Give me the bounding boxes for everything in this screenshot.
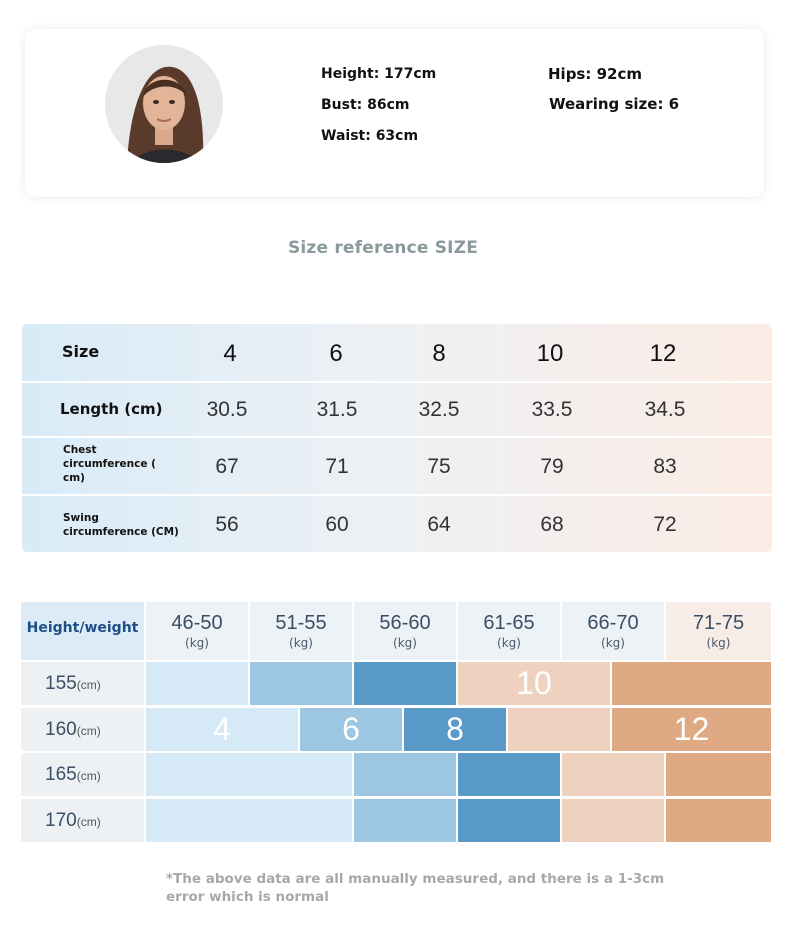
size-block [458,753,562,796]
size-block [562,753,666,796]
section-title: Size reference SIZE [287,238,479,258]
weight-range: 66-70 [587,612,639,634]
size-header-cell: 10 [536,340,564,367]
table-cell: 68 [540,513,564,536]
size-block [354,662,458,705]
model-hips: Hips: 92cm [548,65,642,83]
size-block-8: 8 [404,708,508,751]
table-cell: 32.5 [418,398,460,421]
weight-header-cell: 46-50 (kg) [146,602,250,660]
size-header-cell: 6 [329,340,343,367]
row-label: Chest circumference ( cm) [63,444,156,484]
footnote: *The above data are all manually measure… [166,871,665,905]
size-block [146,662,250,705]
row-label: Swing circumference (CM) [63,512,179,538]
weight-range: 51-55 [275,612,327,634]
weight-unit: (kg) [706,636,731,650]
weight-header-cell: 61-65 (kg) [458,602,562,660]
table-cell: 83 [653,455,677,478]
size-header-cell: 8 [432,340,446,367]
weight-unit: (kg) [185,636,209,650]
size-block [146,799,354,842]
table-cell: 75 [427,455,451,478]
size-header-row: Size 4 6 8 10 12 [22,324,772,383]
size-row-length: Length (cm) 30.5 31.5 32.5 33.5 34.5 [22,383,772,438]
size-block [666,799,771,842]
size-block-10: 10 [458,662,612,705]
model-portrait-icon [105,45,223,163]
weight-range: 71-75 [692,612,745,634]
table-cell: 64 [427,513,451,536]
size-block [508,708,612,751]
size-block [354,799,458,842]
model-wearing-size: Wearing size: 6 [549,95,680,113]
size-block [666,753,771,796]
weight-range: 61-65 [483,612,535,634]
size-block [250,662,354,705]
table-cell: 33.5 [531,398,573,421]
size-block-4: 4 [146,708,300,751]
size-header-cell: 12 [649,340,677,367]
weight-unit: (kg) [497,636,521,650]
weight-unit: (kg) [601,636,625,650]
model-bust: Bust: 86cm [321,97,410,113]
model-avatar [105,45,223,163]
table-cell: 34.5 [644,398,686,421]
model-card: Height: 177cm Bust: 86cm Waist: 63cm Hip… [25,29,764,197]
table-cell: 67 [215,455,239,478]
table-cell: 56 [215,513,239,536]
weight-header-cell: 51-55 (kg) [250,602,354,660]
height-row-label: 170(cm) [21,799,144,842]
row-label: Length (cm) [60,400,163,418]
table-cell: 71 [325,455,349,478]
size-block-6: 6 [300,708,404,751]
height-weight-grid: Height/weight 46-50 (kg) 51-55 (kg) 56-6… [21,602,771,844]
weight-header-cell: 71-75 (kg) [666,602,771,660]
size-header-cell: 4 [223,340,237,367]
height-weight-title-cell: Height/weight [21,602,146,660]
size-row-chest: Chest circumference ( cm) 67 71 75 79 83 [22,438,772,496]
weight-unit: (kg) [289,636,313,650]
size-row-swing: Swing circumference (CM) 56 60 64 68 72 [22,496,772,552]
weight-range: 56-60 [379,612,431,634]
table-cell: 79 [540,455,564,478]
height-row-label: 155(cm) [21,662,144,705]
weight-header-cell: 56-60 (kg) [354,602,458,660]
model-waist: Waist: 63cm [321,128,419,144]
size-block [354,753,458,796]
table-cell: 60 [325,513,349,536]
height-row-label: 165(cm) [21,753,144,796]
size-block [612,662,771,705]
weight-header-cell: 66-70 (kg) [562,602,666,660]
height-weight-title: Height/weight [26,620,139,636]
model-height: Height: 177cm [321,66,437,82]
size-table: Size 4 6 8 10 12 Length (cm) 30.5 31.5 3… [22,324,772,552]
table-cell: 30.5 [206,398,248,421]
size-block-12: 12 [612,708,771,751]
table-cell: 72 [653,513,677,536]
height-row-label: 160(cm) [21,708,144,751]
size-block [562,799,666,842]
weight-range: 46-50 [171,612,223,634]
size-block [146,753,354,796]
size-block [458,799,562,842]
table-cell: 31.5 [316,398,358,421]
size-header-label: Size [62,342,100,361]
weight-unit: (kg) [393,636,417,650]
